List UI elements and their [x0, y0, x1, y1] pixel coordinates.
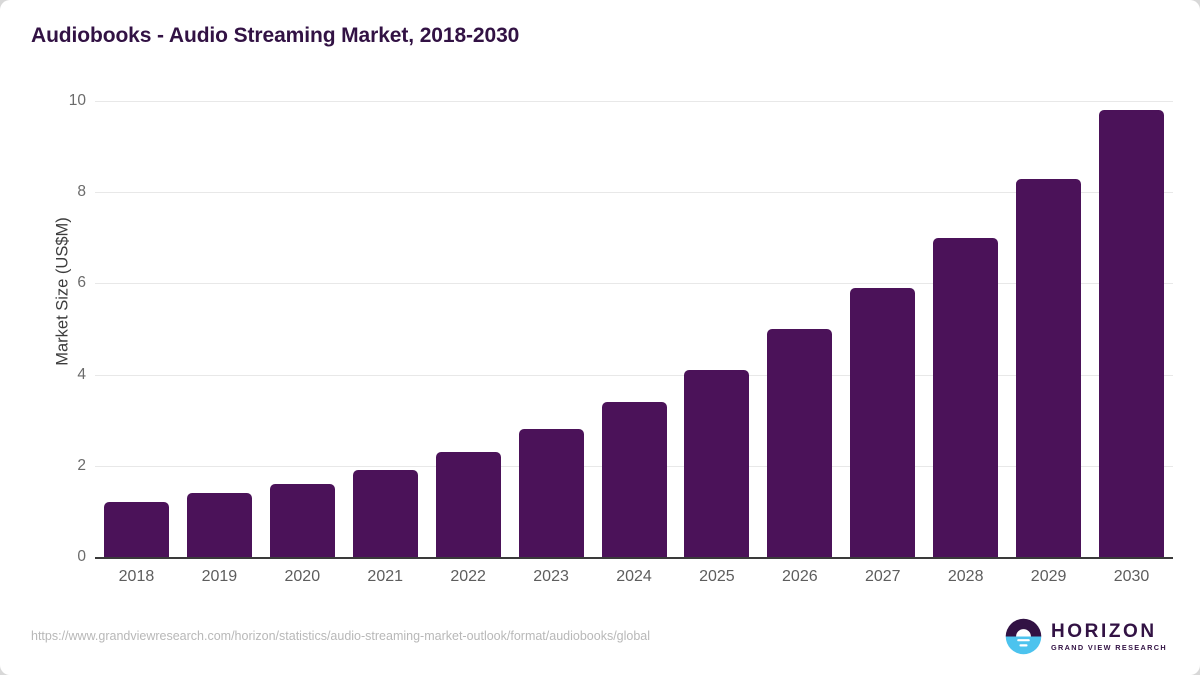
bar[interactable]	[1099, 110, 1165, 557]
bar-column[interactable]	[103, 101, 169, 557]
y-tick-label: 6	[77, 274, 86, 292]
x-tick-label: 2023	[533, 568, 569, 585]
gridline	[95, 192, 1173, 194]
bar[interactable]	[850, 287, 916, 557]
logo-tagline: GRAND VIEW RESEARCH	[1050, 642, 1167, 652]
horizon-logo-text: HORIZON GRAND VIEW RESEARCH	[1051, 622, 1167, 651]
x-tick-label: 2027	[864, 568, 901, 585]
x-tick-label: 2028	[947, 568, 984, 585]
page-title: Audiobooks - Audio Streaming Market, 201…	[31, 24, 520, 47]
bar[interactable]	[435, 452, 501, 557]
logo-wordmark: HORIZON	[1050, 620, 1157, 642]
bar[interactable]	[269, 484, 335, 557]
gridline	[95, 283, 1173, 285]
y-tick-label: 4	[77, 365, 86, 383]
x-tick-label: 2022	[450, 568, 486, 585]
horizon-logo-icon	[1005, 618, 1042, 655]
y-tick-label: 8	[77, 183, 86, 201]
horizon-logo[interactable]: HORIZON GRAND VIEW RESEARCH	[1005, 618, 1167, 655]
bar-column[interactable]	[933, 101, 999, 557]
bar[interactable]	[767, 329, 833, 557]
bar[interactable]	[1016, 178, 1082, 557]
bar-series: 2018 2019 2020 2021 2022 2023 2024 2025 2026 2027…	[95, 0, 1173, 675]
bar-column[interactable]	[518, 101, 584, 557]
bar-column[interactable]	[684, 101, 750, 557]
bar[interactable]	[518, 429, 584, 557]
x-tick-label: 2029	[1030, 568, 1067, 585]
bar-column[interactable]	[435, 101, 501, 557]
x-tick-label: 2025	[699, 568, 735, 585]
bar[interactable]	[601, 401, 667, 557]
bar[interactable]	[684, 370, 750, 557]
x-tick-label: 2019	[201, 568, 238, 585]
bar[interactable]	[933, 237, 999, 557]
y-tick-label: 10	[68, 92, 86, 109]
source-url[interactable]: https://www.grandviewresearch.com/horizo…	[31, 629, 651, 643]
gridline	[95, 374, 1173, 376]
bar[interactable]	[352, 470, 418, 557]
bar-column[interactable]	[767, 101, 833, 557]
x-axis-line	[95, 557, 1173, 559]
y-tick-label: 0	[77, 548, 86, 565]
x-tick-label: 2020	[284, 568, 321, 585]
bar-column[interactable]	[1099, 101, 1165, 557]
bar-column[interactable]	[601, 101, 667, 557]
x-tick-label: 2021	[367, 568, 404, 585]
bar-column[interactable]	[186, 101, 252, 557]
bar[interactable]	[186, 493, 252, 557]
y-tick-label: 2	[77, 456, 86, 474]
y-axis-ticks: 0 2 4 6 8 10	[42, 0, 86, 675]
bar-column[interactable]	[269, 101, 335, 557]
bar[interactable]	[103, 502, 169, 557]
bar-column[interactable]	[352, 101, 418, 557]
x-tick-label: 2018	[118, 568, 155, 585]
x-tick-label: 2026	[782, 568, 818, 585]
x-tick-label: 2030	[1113, 568, 1150, 585]
bar-column[interactable]	[850, 101, 916, 557]
gridline	[95, 101, 1173, 102]
x-tick-label: 2024	[616, 568, 652, 585]
bar-column[interactable]	[1016, 101, 1082, 557]
